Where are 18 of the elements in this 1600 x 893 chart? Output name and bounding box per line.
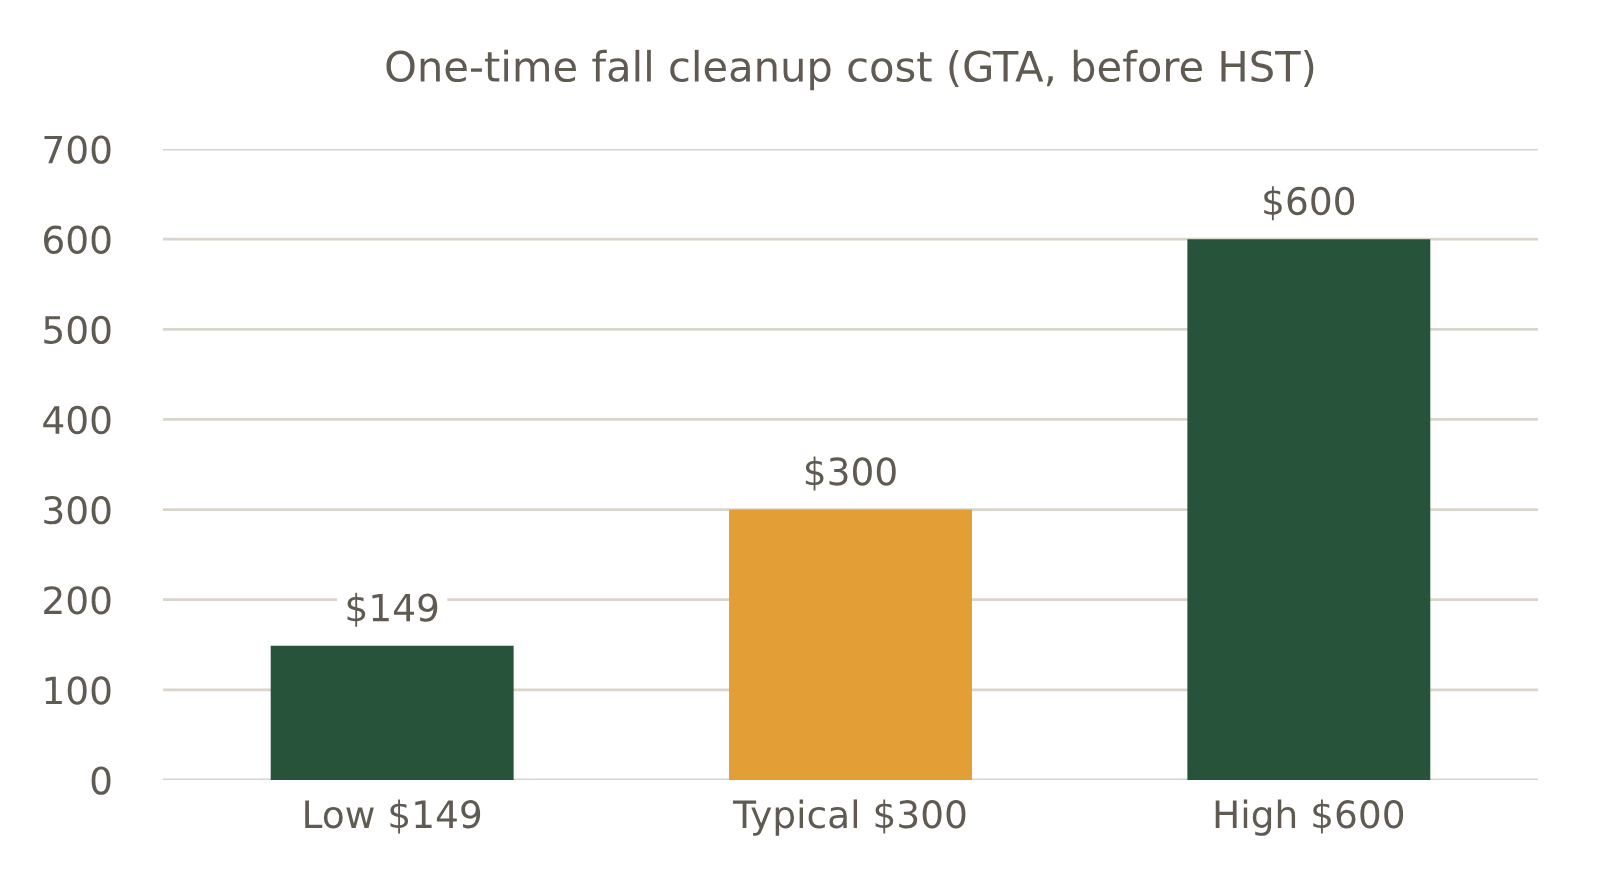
- y-tick-label: 500: [44, 315, 111, 345]
- y-tick-label: 300: [44, 495, 111, 525]
- x-tick-label: High $600: [1215, 799, 1404, 836]
- bar: [729, 509, 972, 780]
- y-tick-label: 200: [44, 586, 111, 615]
- y-tick-label: 600: [44, 225, 111, 254]
- data-label: $600: [1264, 186, 1355, 221]
- chart-title: One-time fall cleanup cost (GTA, before HST): [386, 49, 1314, 91]
- x-tick-label: Typical $300: [732, 799, 966, 836]
- y-tick-label: 400: [43, 405, 111, 435]
- y-tick-label: 100: [45, 676, 111, 705]
- y-tick-label: 700: [44, 135, 111, 164]
- data-label: $149: [347, 592, 438, 627]
- x-tick-label: Low $149: [305, 799, 481, 834]
- y-tick-label: 0: [91, 766, 111, 795]
- data-label: $300: [805, 456, 896, 491]
- bar: [270, 645, 514, 780]
- bar: [1187, 239, 1431, 780]
